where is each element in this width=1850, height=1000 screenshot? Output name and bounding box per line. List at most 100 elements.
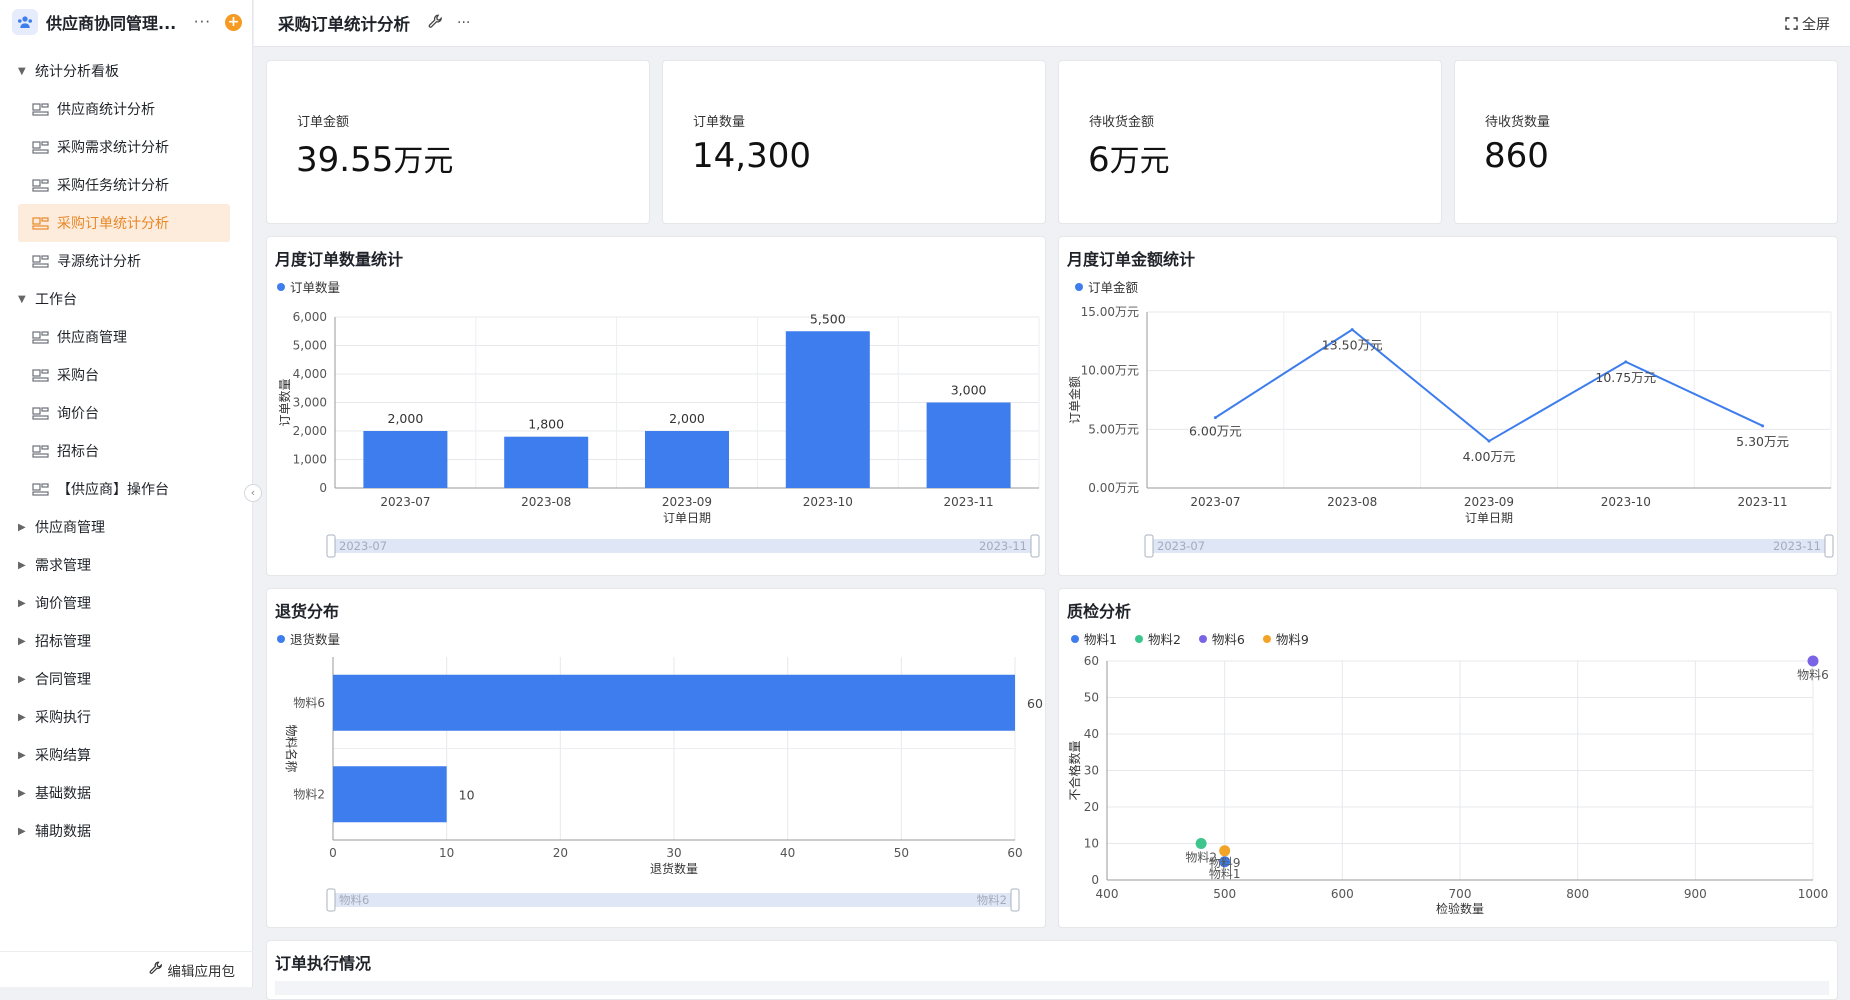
nav-group[interactable]: ▼ 工作台 — [18, 280, 230, 318]
nav-item[interactable]: 供应商统计分析 — [18, 90, 230, 128]
nav-item[interactable]: 【供应商】操作台 — [18, 470, 230, 508]
chart-title: 月度订单数量统计 — [275, 250, 404, 269]
y-tick-label: 10 — [1084, 837, 1099, 851]
x-tick-label: 40 — [780, 846, 795, 860]
nav-label: 【供应商】操作台 — [57, 482, 169, 498]
chart-legend[interactable]: 退货数量 — [277, 629, 340, 648]
x-tick-label: 500 — [1213, 887, 1236, 901]
data-label: 10.75万元 — [1595, 370, 1656, 385]
nav-label: 招标管理 — [35, 634, 91, 650]
nav-item[interactable]: 寻源统计分析 — [18, 242, 230, 280]
page-title: 采购订单统计分析 — [278, 15, 410, 34]
chart-legend[interactable]: 订单金额 — [1075, 277, 1138, 296]
scatter-point — [1219, 856, 1231, 868]
data-point — [1624, 360, 1628, 364]
y-tick-label: 2,000 — [293, 424, 327, 438]
nav-group[interactable]: ▶ 采购执行 — [18, 698, 230, 736]
y-tick-label: 1,000 — [293, 453, 327, 467]
nav-label: 供应商统计分析 — [57, 102, 155, 118]
caret-right-icon: ▶ — [18, 597, 26, 609]
nav-group[interactable]: ▶ 合同管理 — [18, 660, 230, 698]
fullscreen-button[interactable]: 全屏 — [1784, 14, 1830, 34]
nav-group[interactable]: ▶ 辅助数据 — [18, 812, 230, 850]
dashboard-icon — [32, 254, 49, 268]
dashboard-icon — [32, 102, 49, 116]
nav-label: 采购结算 — [35, 748, 91, 764]
range-slider-handle-start — [326, 534, 336, 558]
nav-item[interactable]: 询价台 — [18, 394, 230, 432]
bar — [645, 431, 729, 488]
more-icon[interactable]: ··· — [457, 15, 471, 31]
line-chart: 0.00万元 5.00万元 10.00万元 15.00万元 6.00万元 2023-07 1… — [1067, 305, 1834, 558]
kpi-label: 待收货数量 — [1485, 115, 1551, 130]
order-execution-card: 订单执行情况 — [266, 940, 1838, 1000]
nav-label: 采购需求统计分析 — [57, 140, 169, 156]
chart-legend[interactable]: 物料1 物料2 物料6 物料9 — [1071, 629, 1309, 648]
nav-group[interactable]: ▶ 需求管理 — [18, 546, 230, 584]
nav-group[interactable]: ▶ 基础数据 — [18, 774, 230, 812]
nav-group[interactable]: ▶ 询价管理 — [18, 584, 230, 622]
nav-label: 供应商管理 — [35, 520, 105, 536]
kpi-label: 订单数量 — [693, 115, 746, 130]
nav-label: 招标台 — [57, 444, 99, 460]
nav-item[interactable]: 采购订单统计分析 — [18, 204, 230, 242]
point-label: 物料2 — [1185, 851, 1217, 865]
chart-card-quality-analysis: 质检分析 物料1 物料2 物料6 物料9 0 10 20 30 40 50 60 400 500… — [1058, 588, 1838, 928]
kpi-value: 39.55万元 — [296, 140, 454, 180]
nav-item[interactable]: 采购任务统计分析 — [18, 166, 230, 204]
fullscreen-icon — [1784, 17, 1802, 33]
nav-label: 工作台 — [35, 292, 77, 308]
bar — [926, 402, 1011, 488]
nav-item[interactable]: 供应商管理 — [18, 318, 230, 356]
x-tick-label: 700 — [1449, 887, 1472, 901]
nav-group[interactable]: ▶ 采购结算 — [18, 736, 230, 774]
wrench-icon[interactable] — [428, 14, 443, 33]
table-header — [275, 981, 1829, 995]
caret-right-icon: ▶ — [18, 825, 26, 837]
range-slider-handle-start — [326, 888, 336, 912]
dashboard-icon — [32, 368, 49, 382]
collapse-sidebar-icon[interactable]: ‹ — [244, 484, 262, 502]
x-tick-label: 2023-09 — [662, 495, 712, 509]
nav-label: 采购台 — [57, 368, 99, 384]
x-axis-title: 订单日期 — [663, 511, 711, 525]
nav-label: 需求管理 — [35, 558, 91, 574]
nav-item[interactable]: 采购需求统计分析 — [18, 128, 230, 166]
kpi-label: 订单金额 — [297, 115, 350, 130]
nav-label: 统计分析看板 — [35, 64, 119, 80]
more-icon[interactable]: ··· — [193, 13, 211, 31]
chart-legend[interactable]: 订单数量 — [277, 277, 340, 296]
dashboard-icon — [32, 406, 49, 420]
y-tick-label: 0 — [319, 481, 327, 495]
nav-label: 询价管理 — [35, 596, 91, 612]
nav-item[interactable]: 采购台 — [18, 356, 230, 394]
x-tick-label: 2023-07 — [380, 495, 430, 509]
kpi-label: 待收货金额 — [1089, 115, 1155, 130]
x-tick-label: 2023-10 — [803, 495, 853, 509]
nav-group[interactable]: ▼ 统计分析看板 — [18, 52, 230, 90]
nav-item[interactable]: 招标台 — [18, 432, 230, 470]
range-slider-start-label: 物料6 — [339, 893, 369, 907]
y-tick-label: 60 — [1084, 654, 1099, 668]
data-label: 5.30万元 — [1736, 434, 1789, 449]
y-tick-label: 物料2 — [293, 787, 325, 801]
data-label: 2,000 — [388, 411, 424, 426]
kpi-value: 860 — [1484, 136, 1549, 176]
chart-card-monthly-order-amount: 月度订单金额统计 订单金额 0.00万元 5.00万元 10.00万元 15.00万元… — [1058, 236, 1838, 576]
nav-label: 合同管理 — [35, 672, 91, 688]
wrench-icon — [149, 961, 163, 979]
fullscreen-label: 全屏 — [1802, 17, 1830, 33]
point-label: 物料9 — [1209, 856, 1241, 870]
kpi-card-pending-count: 待收货数量 860 — [1454, 60, 1838, 224]
x-tick-label: 60 — [1007, 846, 1022, 860]
add-icon[interactable]: + — [225, 13, 242, 31]
nav-group[interactable]: ▶ 供应商管理 — [18, 508, 230, 546]
y-tick-label: 3,000 — [293, 396, 327, 410]
y-tick-label: 4,000 — [293, 367, 327, 381]
caret-right-icon: ▶ — [18, 521, 26, 533]
dashboard-icon — [32, 330, 49, 344]
chart-card-return-distribution: 退货分布 退货数量 0 10 20 30 40 50 60 60 物料6 10 物料2 退货数量 物料名… — [266, 588, 1046, 928]
nav-group[interactable]: ▶ 招标管理 — [18, 622, 230, 660]
app-name[interactable]: 供应商协同管理... — [46, 14, 177, 33]
edit-app-package-button[interactable]: 编辑应用包 — [0, 951, 253, 987]
